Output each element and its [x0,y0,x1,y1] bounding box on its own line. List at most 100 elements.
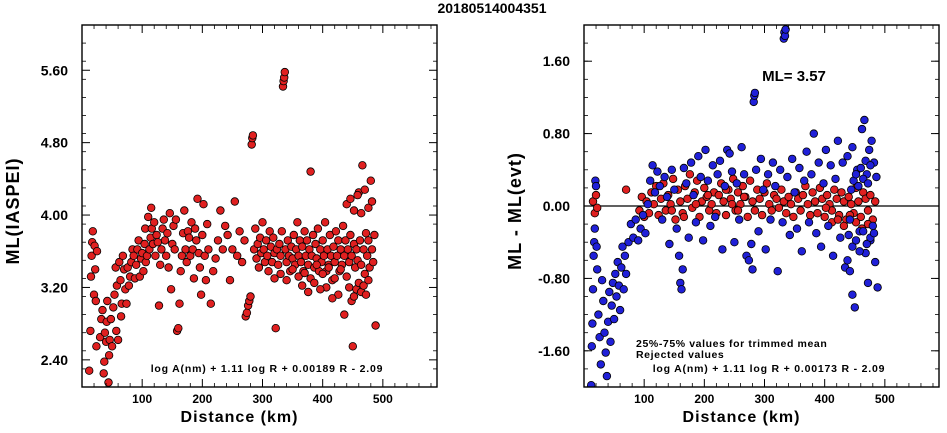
chart1-series1-point [352,245,361,254]
chart1-series1-point [218,245,227,254]
chart1-series1-point [263,251,272,260]
chart1-y-tick-label: 5.60 [41,62,68,78]
chart2-series2-point [617,263,626,272]
chart2-series1-point [832,194,841,203]
page-title: 20180514004351 [437,0,546,16]
chart2-series2-point [658,215,667,224]
chart2-series2-point [667,165,676,174]
chart1-x-tick-label: 400 [313,392,333,406]
chart1-series1-point [175,299,184,308]
chart2-series2-point [812,228,821,238]
chart2-series2-point [763,170,773,179]
chart1-series1-point [165,208,174,218]
chart1-series1-point [340,310,349,319]
chart1-series1-point [304,287,313,297]
chart1-series1-point [328,294,337,303]
chart2-series2-point [694,151,703,161]
chart1-series1-point [181,245,190,254]
chart2-series2-point [783,172,792,182]
chart1-series1-point [122,299,131,308]
chart2-y-tick-label: -0.80 [538,270,570,286]
chart1-series1-point [280,67,289,77]
chart1-series1-point [349,206,359,215]
chart2-y-tick-label: 1.60 [543,53,570,69]
chart2-series1-point [745,176,755,185]
chart2-series2-point [850,303,859,312]
chart2-x-tick-label: 300 [754,392,774,406]
chart2-x-tick-label: 200 [694,392,714,406]
chart2-series1-point [777,185,786,194]
chart2-series1-point [668,174,678,184]
chart2-y-tick-label: -1.60 [538,343,570,359]
chart1-series1-point [88,227,97,236]
chart2-series2-point [727,167,737,176]
chart1-series1-point [259,245,268,254]
chart1-series1-point [324,263,333,272]
chart2-series2-point [857,124,867,134]
chart1-series1-point [211,254,220,263]
chart1-series1-point [334,236,343,245]
chart2-legend-line: 25%-75% values for trimmed mean [636,338,827,350]
chart2-series2-point [605,287,614,297]
chart2-series2-point [597,276,607,285]
chart1-series1-point [308,230,318,240]
chart1-series1-point [361,290,371,299]
chart1-series1-point [276,269,285,279]
chart1-series1-point [296,257,306,267]
chart1-series1-point [242,308,252,317]
chart1-series1-point [240,236,249,245]
chart1-series1-point [109,303,118,312]
chart2-series1-point [733,206,743,215]
chart2-series2-point [819,179,828,188]
chart1-series1-point [86,272,96,281]
chart1-series1-point [348,342,357,351]
chart2-x-axis-label: Distance (km) [683,409,801,426]
chart2-series2-point [845,215,855,224]
chart2-series1-point [719,197,728,206]
chart1-series1-point [189,274,199,283]
chart2-series2-point [824,221,833,231]
chart2-series2-point [790,188,799,197]
chart1-series1-point [283,236,292,245]
chart1-series1-point [300,268,309,278]
chart1-series1-point [235,227,244,236]
chart1-points [84,67,380,387]
chart1-series1-point [271,324,280,333]
chart1-series1-point [146,203,156,212]
chart2-series1-point [691,199,701,209]
chart1-series1-point [325,230,335,240]
chart2-series1-point [789,212,798,222]
chart2-series2-point [863,179,873,188]
chart2-series1-point [757,210,767,220]
chart2-series2-point [737,142,746,152]
chart2-ml-annotation: ML= 3.57 [762,68,826,85]
chart2-series1-point [671,215,680,224]
chart2-series1-point [837,188,846,197]
chart2-series1-point [772,194,781,203]
chart1-y-tick-label: 4.00 [41,207,68,223]
chart1-series1-point [170,245,179,254]
chart2-series2-point [670,185,679,194]
chart1-series1-point [289,230,298,240]
chart1-series1-point [90,265,100,274]
chart1-series1-point [163,228,172,238]
chart1-series1-point [116,312,126,321]
chart1-series1-point [258,218,267,227]
chart2-series2-point [854,181,863,191]
chart1-series1-point [358,161,367,170]
chart2-series1-point [762,179,772,188]
chart2-series1-point [820,212,829,222]
chart1-series1-point [298,281,307,290]
chart1-series1-point [288,265,297,274]
chart2-series2-point [600,328,609,337]
chart1-series1-point [113,335,123,345]
chart2-series1-point [798,190,808,200]
chart1-series1-point [103,296,112,306]
chart1-series1-point [99,369,108,378]
chart2-series2-point [587,381,596,387]
chart1-series1-point [316,285,325,294]
chart2-series1-point [593,203,602,212]
chart2-series2-point [748,265,757,274]
chart1-series1-point [282,276,291,285]
